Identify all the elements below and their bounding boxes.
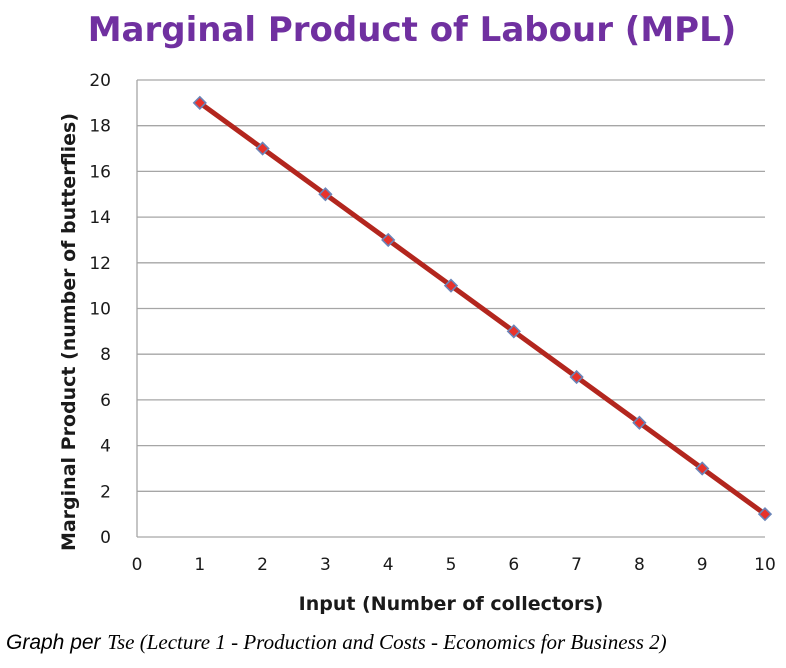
y-tick-label: 2 — [100, 482, 111, 502]
chart-title: Marginal Product of Labour (MPL) — [88, 10, 737, 50]
x-tick-label: 3 — [320, 555, 331, 575]
caption-prefix: Graph per — [6, 631, 101, 654]
y-axis-label: Marginal Product (number of butterflies) — [58, 113, 80, 551]
x-tick-label: 2 — [257, 555, 268, 575]
y-tick-label: 14 — [89, 208, 111, 228]
x-axis-label: Input (Number of collectors) — [299, 593, 604, 615]
grid-lines — [136, 79, 765, 538]
x-tick-label: 0 — [132, 555, 143, 575]
x-tick-label: 4 — [383, 555, 394, 575]
data-point — [506, 324, 521, 339]
y-tick-label: 20 — [89, 71, 111, 91]
series-line — [198, 100, 767, 517]
data-point — [569, 369, 584, 385]
x-tick-label: 7 — [571, 555, 582, 575]
data-point — [695, 461, 710, 476]
x-tick-label: 1 — [194, 555, 205, 575]
data-point — [632, 415, 647, 430]
data-point — [443, 278, 459, 293]
data-point — [757, 507, 773, 522]
x-tick-label: 8 — [634, 555, 645, 575]
x-tick-label: 9 — [697, 555, 708, 575]
series — [192, 95, 773, 522]
y-tick-label: 6 — [100, 391, 111, 411]
y-tick-label: 16 — [89, 162, 111, 182]
x-tick-label: 5 — [446, 555, 457, 575]
data-point — [192, 95, 207, 110]
y-tick-label: 10 — [89, 300, 111, 320]
data-point — [255, 141, 270, 156]
y-tick-label: 0 — [100, 528, 111, 548]
y-tick-label: 8 — [100, 345, 111, 365]
caption-source: Tse (Lecture 1 - Production and Costs - … — [107, 630, 667, 654]
data-point — [318, 187, 333, 202]
y-tick-label: 18 — [89, 117, 111, 137]
x-tick-label: 6 — [508, 555, 519, 575]
figure-caption: Graph per Tse (Lecture 1 - Production an… — [6, 630, 667, 655]
y-tick-label: 4 — [100, 437, 111, 457]
y-tick-label: 12 — [89, 254, 111, 274]
data-point — [381, 232, 396, 248]
x-tick-label: 10 — [754, 555, 776, 575]
